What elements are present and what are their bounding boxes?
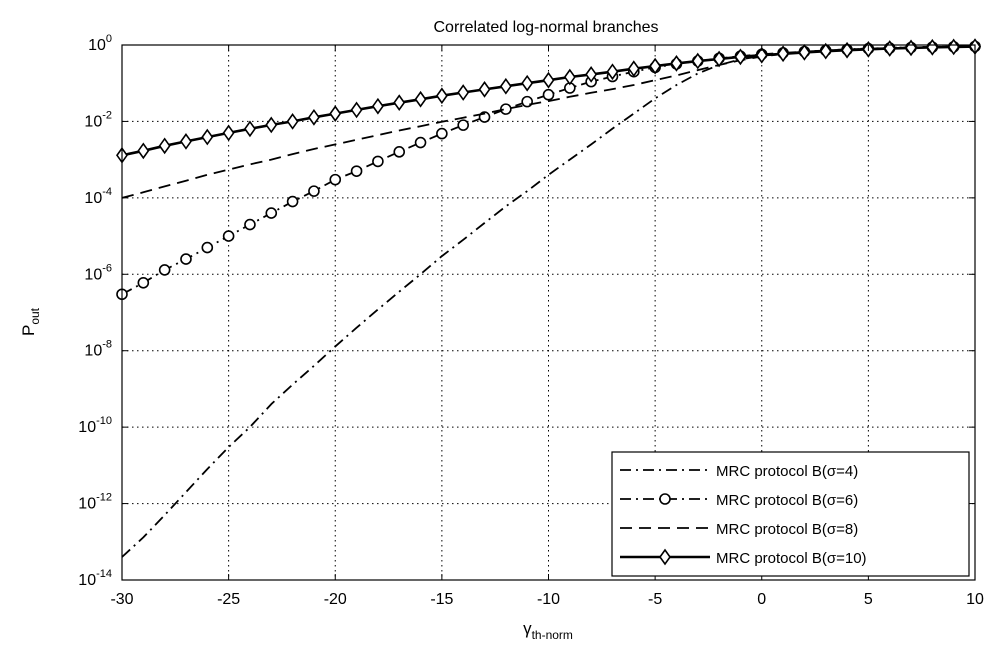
data-point <box>329 105 342 123</box>
legend-marker-4 <box>659 548 671 566</box>
data-point <box>265 116 278 134</box>
data-point <box>372 155 384 168</box>
data-point <box>457 84 470 101</box>
data-point <box>414 136 427 149</box>
data-point <box>521 74 534 92</box>
legend-marker-2 <box>659 493 671 505</box>
data-point <box>158 137 171 155</box>
data-point <box>329 173 342 186</box>
data-point <box>180 253 192 265</box>
y-tick-label: 100 <box>88 33 112 54</box>
data-point <box>734 48 747 66</box>
data-point <box>435 87 448 105</box>
y-tick-label: 10-10 <box>78 415 112 436</box>
data-point <box>222 230 235 242</box>
x-tick-label: -15 <box>430 591 453 608</box>
x-tick-label: -25 <box>217 591 240 608</box>
legend-label-3: MRC protocol B(σ=8) <box>716 521 858 538</box>
data-point <box>350 165 363 177</box>
data-point <box>350 101 363 119</box>
data-point <box>307 108 320 126</box>
y-tick-label: 10-2 <box>84 109 112 130</box>
data-point <box>478 80 491 98</box>
data-point <box>201 241 214 254</box>
legend-label-4: MRC protocol B(σ=10) <box>716 550 867 567</box>
data-point <box>393 146 406 158</box>
x-axis: -30 -25 -20 -15 -10 -5 0 5 10 <box>110 45 984 608</box>
chart-title: Correlated log-normal branches <box>434 19 659 36</box>
data-point <box>585 66 598 83</box>
legend-label-1: MRC protocol B(σ=4) <box>716 463 858 480</box>
data-point <box>137 276 150 289</box>
data-point <box>713 50 726 68</box>
x-axis-label: γth-norm <box>523 619 573 642</box>
data-point <box>542 71 555 89</box>
y-axis-label-main: P <box>19 325 38 336</box>
data-point <box>371 97 384 115</box>
data-point <box>670 55 683 72</box>
data-point <box>755 46 768 64</box>
y-axis: 100 10-2 10-4 10-6 10-8 10-10 10-12 10-14 <box>78 33 975 589</box>
data-point <box>243 120 256 138</box>
data-point <box>436 127 448 140</box>
data-point <box>500 103 512 115</box>
y-axis-label-subscript: out <box>28 307 42 324</box>
data-point <box>606 63 619 81</box>
x-tick-label: 5 <box>864 591 873 608</box>
legend-box <box>611 451 970 577</box>
y-tick-label: 10-12 <box>78 492 112 513</box>
x-tick-label: -20 <box>324 591 347 608</box>
legend-label-2: MRC protocol B(σ=6) <box>716 492 858 509</box>
data-point <box>627 60 640 78</box>
data-point <box>286 195 299 208</box>
data-point <box>286 113 299 130</box>
data-point <box>393 94 406 112</box>
data-point <box>457 119 470 131</box>
y-tick-label: 10-14 <box>78 568 112 589</box>
data-point <box>819 42 832 60</box>
y-tick-label: 10-6 <box>84 262 112 283</box>
data-point <box>265 207 278 219</box>
x-axis-label-subscript: th-norm <box>532 628 573 642</box>
x-tick-label: -10 <box>537 591 560 608</box>
y-axis-label: Pout <box>19 307 42 336</box>
x-tick-label: -5 <box>648 591 662 608</box>
data-point <box>414 90 427 108</box>
data-point <box>777 45 790 63</box>
series-4 <box>116 38 981 164</box>
data-point <box>137 142 150 160</box>
data-point <box>222 124 235 142</box>
data-point <box>499 77 512 95</box>
data-point <box>244 218 256 231</box>
x-tick-label: 10 <box>966 591 984 608</box>
data-point <box>201 128 214 146</box>
x-axis-label-main: γ <box>523 619 532 638</box>
legend: MRC protocol B(σ=4) MRC protocol B(σ=6) MR… <box>611 451 970 577</box>
y-tick-label: 10-8 <box>84 339 112 360</box>
data-point <box>563 68 576 86</box>
data-point <box>691 52 704 70</box>
data-point <box>841 41 854 59</box>
data-point <box>542 88 555 101</box>
data-point <box>649 57 662 75</box>
y-tick-label: 10-4 <box>84 186 112 207</box>
x-tick-label: 0 <box>757 591 766 608</box>
x-tick-label: -30 <box>110 591 133 608</box>
data-point <box>308 185 320 197</box>
data-point <box>179 133 192 150</box>
data-point <box>158 264 171 276</box>
data-point <box>798 44 811 61</box>
series-layer <box>116 38 981 558</box>
